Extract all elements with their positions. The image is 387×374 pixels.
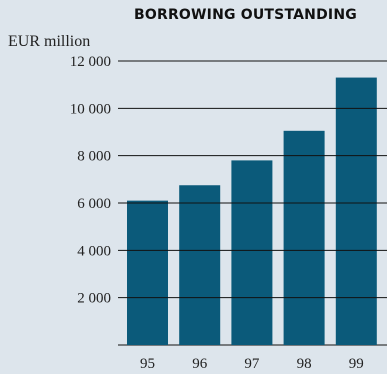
x-tick-label: 95	[140, 356, 155, 372]
bars	[127, 77, 377, 346]
x-tick-label: 99	[349, 356, 364, 372]
x-tick-label: 98	[297, 356, 312, 372]
chart-title: BORROWING OUTSTANDING	[134, 7, 357, 23]
x-tick-label: 96	[192, 356, 208, 372]
bar-99	[335, 77, 377, 346]
bar-98	[283, 130, 325, 345]
y-tick-label: 2 000	[77, 291, 111, 307]
y-axis-unit-label: EUR million	[8, 33, 91, 50]
y-tick-label: 4 000	[77, 243, 111, 259]
y-tick-label: 8 000	[77, 149, 111, 165]
bar-95	[127, 200, 168, 345]
x-tick-label: 97	[244, 356, 260, 372]
y-tick-label: 10 000	[70, 101, 111, 117]
bar-96	[179, 185, 221, 345]
y-tick-label: 12 000	[70, 54, 111, 70]
bar-97	[231, 160, 273, 345]
y-tick-label: 6 000	[77, 196, 111, 212]
